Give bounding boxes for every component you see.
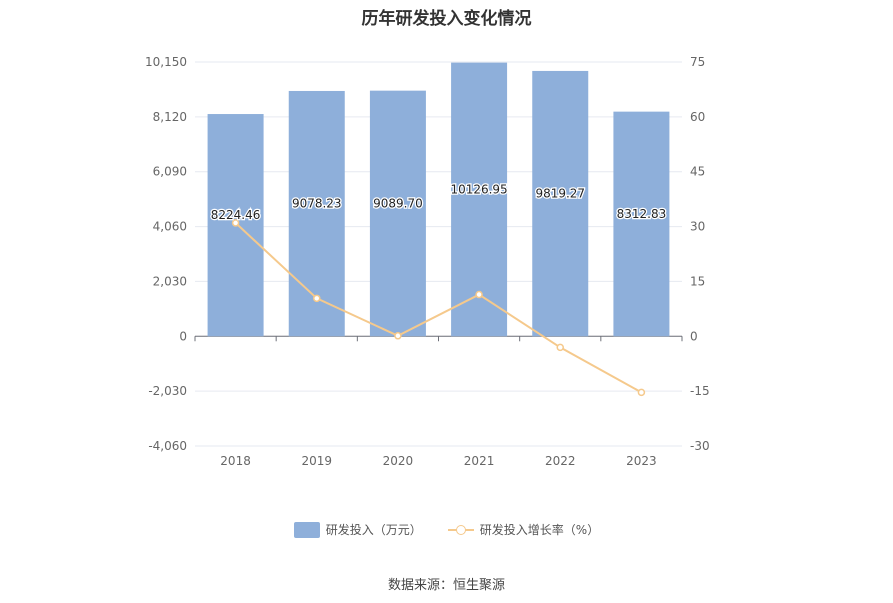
y-right-tick-label: -15: [690, 384, 710, 398]
bar: [451, 62, 508, 337]
growth-point: [313, 294, 321, 303]
bar: [369, 90, 426, 337]
y-right-tick-label: 15: [690, 274, 705, 288]
y-right-tick-label: -30: [690, 439, 710, 453]
source-note: 数据来源：恒生聚源: [387, 578, 505, 593]
x-tick-label: 2020: [383, 454, 414, 468]
legend-bar-swatch-icon: [293, 521, 320, 538]
legend-line-swatch-icon: [447, 522, 474, 538]
legend-item-bar[interactable]: 研发投入（万元）: [293, 521, 422, 538]
chart-title: 历年研发投入变化情况: [361, 9, 532, 29]
y-right-tick-label: 75: [690, 55, 705, 69]
legend-label-bar: 研发投入（万元）: [325, 523, 422, 537]
x-tick-label: 2022: [545, 454, 576, 468]
bar-value-label: 9819.27: [535, 187, 585, 201]
y-left-tick-label: 10,150: [145, 55, 187, 69]
growth-point: [231, 219, 240, 227]
growth-point: [637, 388, 646, 397]
bar-value-label: 9089.70: [373, 196, 423, 210]
legend-item-line[interactable]: 研发投入增长率（%）: [447, 521, 600, 538]
growth-point: [475, 290, 483, 299]
y-left-tick-label: 8,120: [153, 110, 187, 124]
bar-value-label: 8312.83: [617, 207, 667, 221]
y-left-tick-label: -4,060: [148, 439, 187, 453]
y-left-tick-label: 2,030: [153, 274, 187, 288]
x-tick-label: 2019: [301, 454, 332, 468]
y-right-tick-label: 30: [690, 220, 705, 234]
x-tick-label: 2021: [464, 454, 495, 468]
legend-label-line: 研发投入增长率（%）: [479, 523, 600, 537]
y-left-tick-label: -2,030: [148, 384, 187, 398]
bar-value-label: 8224.46: [211, 208, 261, 222]
growth-point: [394, 332, 402, 340]
y-left-tick-label: 0: [179, 329, 187, 343]
bar: [532, 70, 589, 337]
growth-point: [556, 343, 564, 352]
y-right-tick-label: 60: [690, 110, 705, 124]
legend: 研发投入（万元） 研发投入增长率（%）: [0, 521, 893, 538]
y-left-tick-label: 6,090: [153, 165, 187, 179]
y-right-tick-label: 0: [690, 329, 698, 343]
y-left-tick-label: 4,060: [153, 220, 187, 234]
x-tick-label: 2023: [626, 454, 657, 468]
bar-value-label: 9078.23: [292, 197, 342, 211]
y-right-tick-label: 45: [690, 165, 705, 179]
bar: [613, 111, 670, 337]
x-tick-label: 2018: [220, 454, 251, 468]
bar-value-label: 10126.95: [450, 182, 507, 196]
growth-line: [234, 222, 642, 394]
